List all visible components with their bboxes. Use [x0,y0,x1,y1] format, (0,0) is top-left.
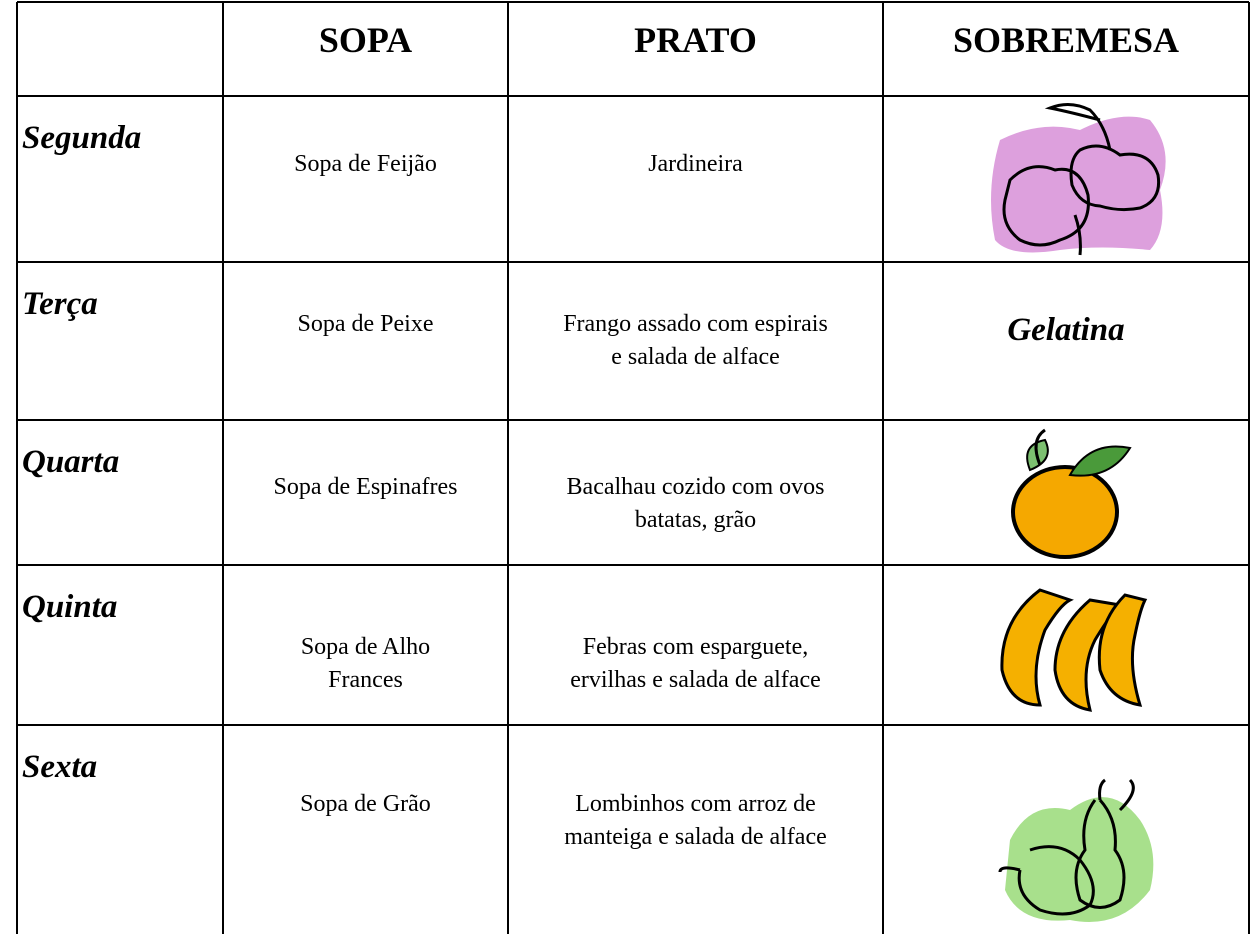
cell-line: Frances [328,667,403,693]
header-cell: SOPA [318,20,413,60]
day-label: Quinta [22,589,118,625]
prato-cell: Lombinhos com arroz de manteiga e salada … [508,788,883,854]
cell-line: batatas, grão [634,507,757,533]
day-label: Sexta [22,749,98,785]
cell-line: Sopa de Alho [300,634,431,660]
header-cell: SOBREMESA [952,20,1180,60]
cell-line: ervilhas e salada de alface [570,667,821,693]
cell-line: Febras com esparguete, [582,634,809,660]
cell-line: Jardineira [648,151,743,177]
dessert-text: Gelatina [1007,312,1125,348]
day-label: Terça [22,286,98,322]
sopa-cell: Sopa de Feijão [223,148,508,181]
cell-line: Bacalhau cozido com ovos [566,474,825,500]
cell-line: manteiga e salada de alface [564,824,827,850]
cell-line: Lombinhos com arroz de [575,791,816,817]
day-label: Segunda [22,120,142,156]
sopa-cell: Sopa de Grão [223,788,508,821]
sopa-cell: Sopa de Espinafres [223,471,508,504]
prato-cell: Bacalhau cozido com ovos batatas, grão [508,471,883,537]
prato-cell: Febras com esparguete, ervilhas e salada … [508,631,883,697]
prato-cell: Jardineira [508,148,883,181]
cell-line: Frango assado com espirais [563,311,828,337]
orange-clipart [1011,428,1132,559]
sopa-cell: Sopa de Peixe [223,308,508,341]
cell-line: Sopa de Grão [300,791,431,817]
apples-clipart [991,103,1166,256]
cell-line: Sopa de Peixe [297,311,434,337]
bananas-clipart [1000,588,1148,712]
header-cell: PRATO [634,20,757,60]
cell-line: Sopa de Espinafres [273,474,458,500]
cell-line: Sopa de Feijão [294,151,437,177]
cell-line: e salada de alface [611,344,780,370]
day-label: Quarta [22,444,120,480]
sopa-cell: Sopa de Alho Frances [223,631,508,697]
table-borders [16,1,1250,934]
prato-cell: Frango assado com espirais e salada de al… [508,308,883,374]
pears-clipart [998,778,1154,922]
